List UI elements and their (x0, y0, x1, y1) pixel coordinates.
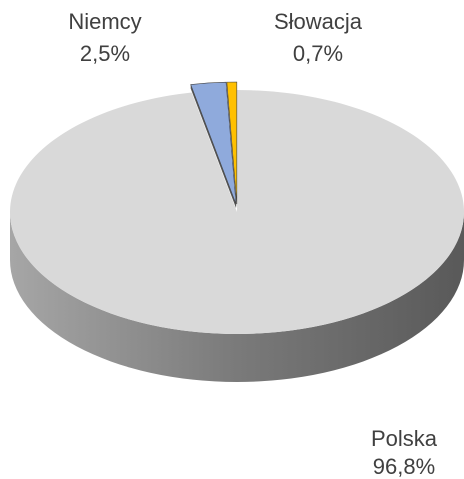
pie-slice (10, 90, 464, 334)
slice-value-label: 2,5% (80, 41, 130, 66)
slice-value-label: 96,8% (373, 454, 435, 479)
slice-label: Polska (371, 426, 438, 451)
pie-side (10, 212, 464, 382)
slice-label: Niemcy (68, 9, 141, 34)
slice-label: Słowacja (274, 9, 363, 34)
pie-slice (190, 81, 237, 205)
pie-slice (226, 81, 238, 205)
slice-value-label: 0,7% (293, 41, 343, 66)
slice-side (190, 84, 237, 209)
